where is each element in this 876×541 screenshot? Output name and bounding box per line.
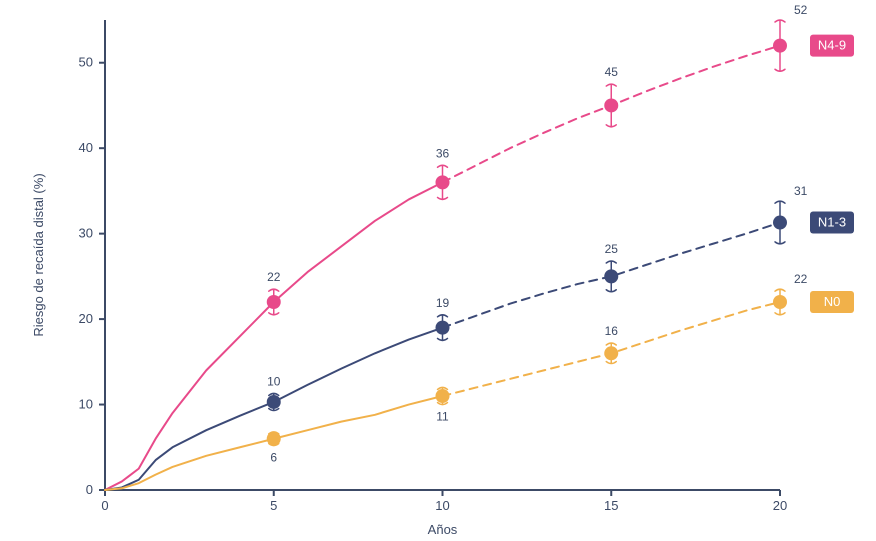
data-label: 16 [605,324,619,338]
x-axis-label: Años [428,522,458,537]
data-marker [267,295,281,309]
legend-label-n13: N1-3 [818,215,846,230]
y-tick-label: 20 [79,311,93,326]
legend-label-n0: N0 [824,294,841,309]
data-marker [604,98,618,112]
x-tick-label: 5 [270,498,277,513]
data-label: 31 [794,184,808,198]
data-marker [604,346,618,360]
data-label: 36 [436,146,450,160]
y-tick-label: 10 [79,397,93,412]
y-tick-label: 0 [86,482,93,497]
data-label: 6 [270,451,277,465]
x-tick-label: 0 [101,498,108,513]
data-label: 22 [794,272,808,286]
y-tick-label: 50 [79,55,93,70]
data-marker [267,395,281,409]
data-marker [604,269,618,283]
data-marker [436,389,450,403]
data-label: 22 [267,270,281,284]
data-marker [773,39,787,53]
data-label: 45 [605,65,619,79]
data-label: 10 [267,374,281,388]
x-tick-label: 20 [773,498,787,513]
x-tick-label: 10 [435,498,449,513]
legend-label-n49: N4-9 [818,38,846,53]
data-marker [773,295,787,309]
data-marker [436,321,450,335]
chart-svg: 0 10 20 30 40 50 0 5 10 15 20 Años Riesgo de recaída… [0,0,876,541]
data-marker [267,432,281,446]
y-axis-label: Riesgo de recaída distal (%) [31,173,46,336]
x-tick-label: 15 [604,498,618,513]
distal-relapse-risk-chart: 0 10 20 30 40 50 0 5 10 15 20 Años Riesgo de recaída… [0,0,876,541]
y-tick-label: 30 [79,226,93,241]
y-tick-label: 40 [79,140,93,155]
data-label: 52 [794,3,808,17]
data-label: 25 [605,242,619,256]
data-label: 19 [436,296,450,310]
data-marker [436,175,450,189]
data-label: 11 [436,410,449,424]
data-marker [773,216,787,230]
